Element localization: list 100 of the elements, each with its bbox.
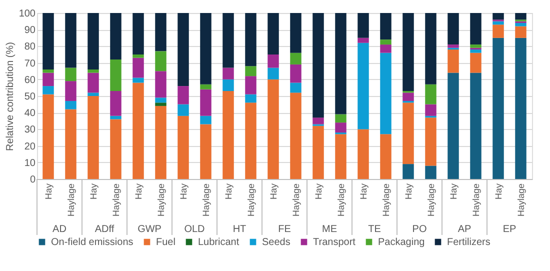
bar [448, 44, 459, 48]
x-tick-label: Hay [268, 183, 278, 200]
bar [222, 13, 234, 68]
x-tick-label: Hay [358, 183, 368, 200]
bar [110, 13, 122, 60]
x-tick-label: Haylage [516, 184, 526, 217]
bar [380, 13, 392, 40]
bar [358, 13, 369, 38]
x-tick-label: Hay [403, 183, 414, 200]
bar [335, 122, 346, 133]
y-tick-label: 90 [24, 25, 36, 36]
bar [132, 13, 144, 54]
text: FE [278, 224, 292, 235]
bar [200, 124, 212, 179]
bar [65, 13, 76, 68]
bar [290, 82, 302, 93]
bar [42, 72, 54, 86]
bar [470, 44, 482, 48]
x-tick-label: Haylage [110, 184, 121, 217]
bar [155, 71, 166, 98]
text: AP [458, 224, 472, 235]
bar [110, 59, 122, 92]
x-tick-label: Hay [493, 183, 504, 200]
bar [42, 13, 54, 70]
y-tick-label: 20 [24, 141, 36, 152]
x-tick-label: Haylage [66, 184, 76, 217]
bar [492, 13, 504, 20]
bar [42, 94, 54, 179]
bar [178, 104, 189, 116]
bar [178, 86, 189, 104]
bar [178, 116, 189, 179]
legend-label: Seeds [262, 237, 290, 248]
x-tick-label: Haylage [156, 184, 166, 217]
bar [470, 50, 482, 53]
bar [42, 69, 54, 73]
y-tick-label: 30 [24, 124, 36, 136]
x-tick-label: Hay [88, 183, 98, 200]
bar [200, 84, 212, 90]
bar [155, 106, 166, 179]
x-tick-label: Haylage [336, 184, 346, 217]
bar [245, 66, 256, 76]
bar [470, 72, 482, 179]
x-tick-label: Hay [43, 183, 54, 200]
x-tick-label: Haylage [246, 184, 256, 217]
bar [515, 38, 526, 179]
bar [132, 58, 144, 78]
x-tick-label: Haylage [470, 184, 481, 217]
text: OLD [184, 224, 205, 235]
bar [358, 38, 369, 43]
bar [312, 13, 324, 118]
text: HT [232, 224, 246, 235]
bar [425, 104, 436, 116]
bar [245, 94, 256, 103]
y-tick-label: 0 [30, 174, 36, 186]
bar [335, 114, 346, 123]
bar [492, 24, 504, 38]
bar [515, 22, 526, 26]
bar [88, 69, 99, 73]
bar [448, 13, 459, 45]
text: EP [502, 224, 516, 235]
y-axis-title: Relative contribution (%) [4, 42, 16, 151]
bar [335, 134, 346, 179]
legend-label: Transport [313, 237, 356, 248]
bar [155, 51, 166, 72]
bar [335, 13, 346, 114]
bar [425, 118, 436, 166]
bar [470, 52, 482, 73]
bar [178, 13, 189, 86]
y-tick-label: 70 [24, 58, 36, 70]
legend-label: Fertilizers [447, 237, 490, 248]
bar [110, 91, 122, 116]
bar [290, 52, 302, 64]
bar [65, 100, 76, 110]
bar [515, 13, 526, 20]
bar [492, 21, 504, 25]
bar [42, 86, 54, 94]
bar [290, 13, 302, 53]
bar [402, 13, 414, 92]
bar [88, 96, 99, 179]
bar [268, 13, 279, 54]
bar [245, 76, 256, 94]
y-tick-label: 100 [18, 8, 36, 20]
bar [200, 13, 212, 84]
legend-label: Fuel [156, 237, 176, 248]
bar [155, 102, 166, 106]
legend-label: On-field emissions [51, 237, 134, 248]
bar [425, 166, 436, 179]
x-tick-label: Haylage [380, 184, 391, 217]
x-tick-label: Hay [223, 183, 234, 200]
bar [222, 79, 234, 92]
y-tick-label: 40 [24, 108, 36, 120]
x-tick-label: Haylage [426, 184, 436, 217]
bar [65, 68, 76, 82]
text: ME [322, 224, 338, 235]
bar [132, 78, 144, 83]
x-tick-label: Hay [448, 183, 458, 200]
bar [470, 13, 482, 45]
bar [155, 13, 166, 52]
bar [380, 52, 392, 134]
bar [200, 89, 212, 116]
